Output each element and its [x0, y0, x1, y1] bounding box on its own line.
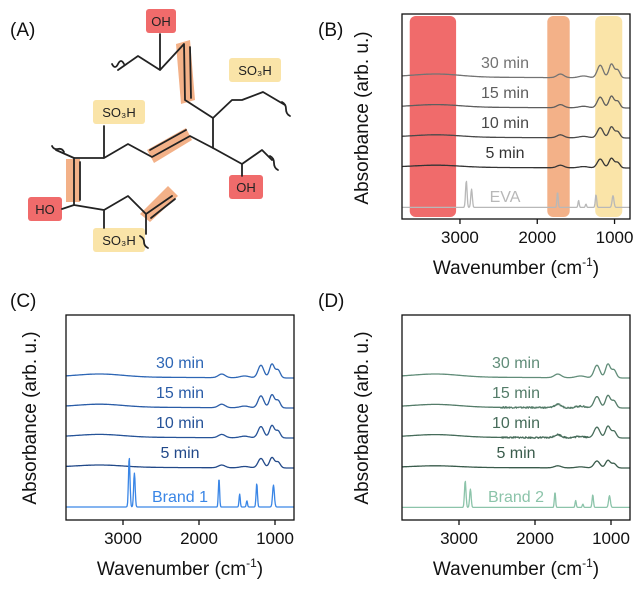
series-line-10-min — [401, 425, 631, 439]
panel-c-series-labels: 30 min 15 min 10 min 5 min Brand 1 — [152, 355, 208, 506]
so3h-left-highlight — [93, 100, 145, 124]
highlight-band-c=c — [547, 16, 570, 217]
series-line-5-min — [401, 157, 630, 169]
x-tick-label: 2000 — [180, 529, 218, 548]
ho-left-highlight — [28, 197, 62, 221]
series-line-brand-2 — [401, 480, 631, 509]
panel-d-y-axis-label: Absorbance (arb. u.) — [352, 331, 373, 504]
series-label: 30 min — [492, 355, 540, 372]
oh-right-highlight — [229, 175, 263, 199]
x-tick-label: 2000 — [516, 529, 554, 548]
series-label: 5 min — [485, 145, 524, 162]
bond-double-bottom — [150, 198, 176, 219]
x-tick-label: 3000 — [441, 228, 479, 247]
cc-highlight-left — [66, 159, 80, 202]
series-line-10-min — [401, 126, 630, 139]
so3h-left-label: SO₃H — [102, 105, 135, 120]
series-line-15-min — [401, 394, 631, 409]
series-label: EVA — [490, 189, 521, 206]
series-label: 15 min — [481, 85, 529, 102]
bond-chain-mid — [55, 125, 214, 159]
wavy-end-right-low — [269, 155, 279, 171]
wavy-end-left — [51, 145, 65, 153]
chart-panel-c: 30 min 15 min 10 min 5 min Brand 1 3000 2000 1… — [20, 314, 295, 580]
highlight-band-so3h — [595, 16, 623, 217]
x-tick-label: 2000 — [518, 228, 556, 247]
series-label: 30 min — [156, 355, 204, 372]
chemical-structure: OH SO₃H SO₃H OH HO SO₃H — [28, 9, 291, 252]
series-label: 5 min — [160, 445, 199, 462]
series-line-15-min — [401, 95, 630, 109]
panel-d-series — [401, 363, 631, 509]
series-label: 5 min — [496, 445, 535, 462]
panel-d-frame — [401, 314, 631, 521]
panel-d-x-axis-label: Wavenumber (cm-1) — [433, 556, 599, 580]
x-tick-label: 1000 — [256, 529, 294, 548]
wavy-end-top — [111, 60, 125, 68]
panel-c-frame — [65, 314, 295, 521]
ho-left-label: HO — [35, 202, 55, 217]
panel-d-series-labels: 30 min 15 min 10 min 5 min Brand 2 — [488, 355, 544, 506]
x-tick-label: 1000 — [596, 228, 634, 247]
panel-c-y-axis-label: Absorbance (arb. u.) — [20, 331, 41, 504]
bond-chain-left — [61, 157, 173, 235]
panel-d-label: (D) — [318, 291, 344, 312]
panel-a-label: (A) — [10, 20, 35, 41]
series-line-brand-1 — [65, 457, 295, 508]
series-line-30-min — [401, 63, 630, 79]
panel-c-ticks: 3000 2000 1000 — [104, 520, 294, 548]
cc-highlight-mid — [147, 128, 192, 163]
oh-top-label: OH — [151, 14, 171, 29]
series-label: Brand 1 — [152, 489, 208, 506]
panel-b-series — [401, 63, 630, 209]
bond-backbone-top — [117, 33, 286, 177]
panel-b-y-axis-label: Absorbance (arb. u.) — [352, 31, 373, 204]
series-line-eva — [401, 180, 630, 209]
so3h-top-label: SO₃H — [238, 63, 271, 78]
series-line-30-min — [65, 363, 295, 379]
oh-top-highlight — [146, 9, 176, 33]
panel-b-label: (B) — [318, 20, 343, 41]
panel-c-series — [65, 363, 295, 508]
x-tick-label: 3000 — [440, 529, 478, 548]
series-line-30-min — [401, 363, 631, 379]
wavy-end-right — [281, 101, 291, 117]
panel-c-label: (C) — [10, 291, 36, 312]
series-line-5-min — [65, 456, 295, 469]
panel-b-ticks: 3000 2000 1000 — [441, 219, 633, 247]
wavy-end-bottom — [139, 235, 149, 249]
panel-b-frame — [401, 13, 631, 220]
so3h-bottom-highlight — [93, 228, 145, 252]
bond-double-mid — [149, 129, 187, 151]
so3h-bottom-label: SO₃H — [102, 233, 135, 248]
so3h-top-highlight — [229, 58, 281, 82]
highlight-band-o-h — [409, 16, 457, 217]
bond-double-top — [189, 46, 192, 99]
panel-b-x-axis-label: Wavenumber (cm-1) — [433, 255, 599, 279]
series-label: 30 min — [481, 55, 529, 72]
oh-right-label: OH — [236, 180, 256, 195]
series-label: 10 min — [492, 415, 540, 432]
series-label: Brand 2 — [488, 489, 544, 506]
series-line-10-min — [65, 424, 295, 439]
series-label: 10 min — [156, 415, 204, 432]
panel-c-x-axis-label: Wavenumber (cm-1) — [97, 556, 263, 580]
x-tick-label: 3000 — [104, 529, 142, 548]
x-tick-label: 1000 — [592, 529, 630, 548]
series-label: 10 min — [481, 115, 529, 132]
series-label: 15 min — [492, 385, 540, 402]
series-label: 15 min — [156, 385, 204, 402]
chart-panel-d: 30 min 15 min 10 min 5 min Brand 2 3000 2000 1… — [352, 314, 631, 580]
panel-d-ticks: 3000 2000 1000 — [440, 520, 630, 548]
series-line-15-min — [65, 393, 295, 409]
series-line-5-min — [401, 459, 631, 469]
panel-b-series-labels: 30 min 15 min 10 min 5 min EVA — [481, 55, 529, 206]
